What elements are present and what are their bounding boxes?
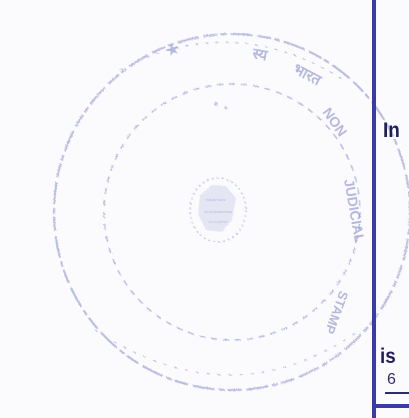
svg-text:★: ★	[164, 40, 181, 59]
text-fragment-line-2: is	[380, 345, 396, 368]
fragment-underline	[385, 392, 409, 394]
svg-text:NON: NON	[320, 105, 351, 140]
text-fragment-line-1: In	[383, 119, 400, 142]
svg-text:भारत: भारत	[290, 61, 325, 90]
svg-text:स्य: स्य	[250, 45, 270, 65]
text-fragment-line-3: 6	[387, 371, 396, 388]
svg-text:JUDICIAL: JUDICIAL	[341, 178, 368, 245]
margin-rule-line	[372, 0, 376, 418]
svg-text:STAMP: STAMP	[322, 289, 351, 336]
bottom-rule-line	[372, 404, 409, 408]
